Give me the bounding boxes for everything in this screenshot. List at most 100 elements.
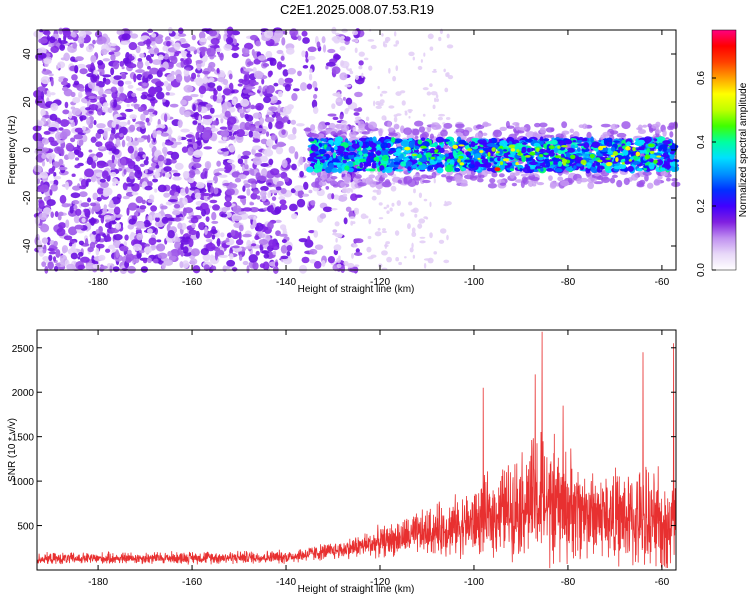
noise-blob xyxy=(59,43,66,51)
noise-blob xyxy=(132,257,140,264)
faint-blob xyxy=(381,33,384,37)
noise-blob xyxy=(128,42,138,51)
hotspot-blob xyxy=(458,155,464,159)
noise-blob xyxy=(160,132,169,137)
halo-blob xyxy=(472,175,482,179)
faint-blob xyxy=(386,256,392,263)
faint-blob xyxy=(418,192,423,199)
noise-blob xyxy=(312,106,319,115)
halo-blob xyxy=(369,180,377,188)
faint-blob xyxy=(395,113,402,117)
signal-blob xyxy=(586,162,592,169)
noise-blob xyxy=(173,42,181,51)
noise-blob xyxy=(164,173,171,178)
noise-blob xyxy=(268,106,278,112)
noise-blob xyxy=(211,211,217,221)
noise-blob xyxy=(110,126,116,136)
noise-blob xyxy=(300,82,308,91)
spectrogram-x-tick-label: -180 xyxy=(88,277,108,288)
noise-blob xyxy=(111,196,121,205)
noise-blob xyxy=(220,130,230,138)
faint-blob xyxy=(351,252,354,259)
noise-blob xyxy=(237,195,247,199)
noise-blob xyxy=(186,53,192,58)
signal-blob xyxy=(627,165,634,172)
signal-blob xyxy=(420,156,428,161)
noise-blob xyxy=(172,176,182,181)
faint-blob xyxy=(345,65,349,70)
noise-blob xyxy=(149,67,160,75)
noise-blob xyxy=(316,41,321,48)
noise-blob xyxy=(108,220,117,225)
signal-blob xyxy=(583,137,588,142)
noise-blob xyxy=(144,168,148,174)
faint-blob xyxy=(404,111,408,116)
halo-blob xyxy=(330,176,338,180)
noise-blob xyxy=(122,182,128,191)
noise-blob xyxy=(299,170,304,178)
hotspot-blob xyxy=(477,157,481,160)
noise-blob xyxy=(92,263,101,269)
noise-blob xyxy=(205,216,210,222)
noise-blob xyxy=(37,47,47,55)
noise-blob xyxy=(170,158,177,164)
noise-blob xyxy=(74,65,79,74)
signal-blob xyxy=(416,154,423,159)
noise-blob xyxy=(155,165,160,169)
noise-blob xyxy=(191,223,196,229)
noise-blob xyxy=(73,134,83,140)
noise-blob xyxy=(284,77,294,84)
noise-blob xyxy=(303,181,309,190)
noise-blob xyxy=(48,254,53,262)
noise-blob xyxy=(111,91,118,99)
hotspot-blob xyxy=(625,146,631,151)
noise-blob xyxy=(218,174,228,178)
noise-blob xyxy=(108,244,116,250)
noise-blob xyxy=(313,260,322,269)
faint-blob xyxy=(379,99,385,104)
noise-blob xyxy=(124,80,132,85)
faint-blob xyxy=(435,98,440,102)
noise-blob xyxy=(65,181,69,191)
noise-blob xyxy=(63,235,73,241)
noise-blob xyxy=(202,76,208,84)
faint-blob xyxy=(393,116,398,123)
noise-blob xyxy=(263,30,274,38)
noise-blob xyxy=(327,48,336,54)
noise-blob xyxy=(203,264,210,272)
noise-blob xyxy=(261,250,270,255)
noise-blob xyxy=(255,102,264,111)
faint-blob xyxy=(433,178,436,184)
noise-blob xyxy=(42,248,46,254)
noise-blob xyxy=(150,205,158,212)
signal-blob xyxy=(342,159,347,164)
noise-blob xyxy=(57,214,62,221)
noise-blob xyxy=(131,192,139,196)
noise-blob xyxy=(47,261,54,270)
noise-blob xyxy=(136,60,144,69)
noise-blob xyxy=(121,139,126,148)
faint-blob xyxy=(381,250,388,256)
noise-blob xyxy=(120,41,129,46)
halo-blob xyxy=(639,179,646,186)
hotspot-blob xyxy=(536,147,540,152)
faint-blob xyxy=(395,40,400,45)
noise-blob xyxy=(188,238,194,248)
signal-blob xyxy=(394,161,400,165)
faint-blob xyxy=(395,91,402,96)
noise-blob xyxy=(170,55,178,65)
noise-blob xyxy=(187,147,194,156)
faint-blob xyxy=(374,231,382,237)
noise-blob xyxy=(81,125,86,131)
noise-blob xyxy=(212,204,220,211)
spectrogram-x-ticks: -180 -160 -140 -120 -100 -80 -60 xyxy=(88,30,670,288)
signal-blob xyxy=(546,161,551,168)
signal-blob xyxy=(554,167,563,173)
noise-blob xyxy=(88,103,99,111)
noise-blob xyxy=(168,255,177,260)
noise-blob xyxy=(228,131,233,137)
noise-blob xyxy=(198,101,209,105)
noise-blob xyxy=(70,56,76,62)
halo-blob xyxy=(642,124,648,128)
noise-blob xyxy=(249,34,259,41)
